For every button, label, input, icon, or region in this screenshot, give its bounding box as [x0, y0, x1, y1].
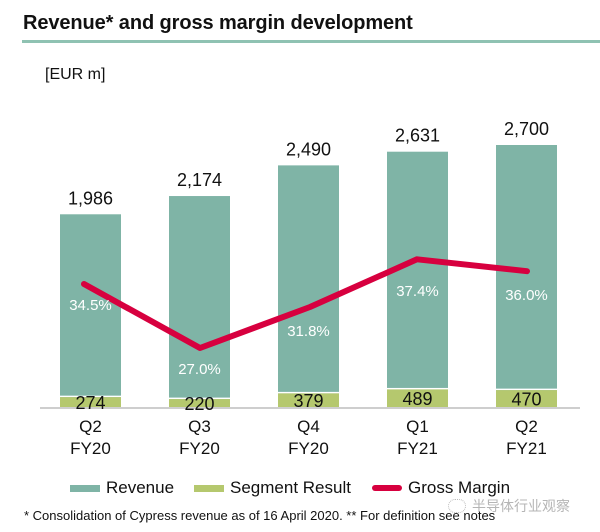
segment-result-value-label: 220: [184, 394, 214, 414]
revenue-value-label: 1,986: [68, 188, 113, 208]
legend-swatch-segment-result: [194, 484, 224, 492]
legend-label-segment-result: Segment Result: [230, 478, 351, 497]
footnote: * Consolidation of Cypress revenue as of…: [24, 508, 496, 523]
revenue-value-label: 2,490: [286, 139, 331, 159]
segment-result-value-label: 274: [75, 393, 105, 413]
revenue-value-label: 2,700: [504, 119, 549, 139]
x-tick-label: FY20: [179, 439, 220, 458]
x-tick-label: Q4: [297, 417, 320, 436]
watermark-text: 半导体行业观察: [472, 498, 570, 514]
legend-label-revenue: Revenue: [106, 478, 175, 497]
segment-result-value-label: 489: [402, 389, 432, 409]
legend-item-gross-margin: Gross Margin: [372, 478, 510, 498]
legend-label-gross-margin: Gross Margin: [408, 478, 511, 497]
gross-margin-value-label: 37.4%: [396, 283, 439, 300]
segment-result-bar: [169, 399, 230, 407]
x-tick-label: FY21: [506, 439, 547, 458]
labels-group: 1,986 274 Q2 FY20 2,174 220 Q3 FY20 2,490 379 Q4 FY…: [68, 119, 549, 458]
revenue-bar: [169, 196, 230, 407]
unit-label: [EUR m]: [45, 66, 106, 83]
legend-swatch-revenue: [70, 484, 100, 492]
revenue-bar: [60, 214, 121, 407]
x-tick-label: FY20: [70, 439, 111, 458]
gross-margin-value-label: 36.0%: [505, 287, 548, 304]
bar-separator: [60, 395, 121, 398]
bar-separator: [387, 387, 448, 390]
x-tick-label: Q1: [406, 417, 429, 436]
bar-separator: [169, 397, 230, 400]
legend: Revenue Segment Result Gross Margin: [0, 478, 600, 500]
x-tick-label: FY20: [288, 439, 329, 458]
revenue-value-label: 2,631: [395, 126, 440, 146]
gross-margin-value-label: 31.8%: [287, 323, 330, 340]
x-tick-label: FY21: [397, 439, 438, 458]
segment-result-value-label: 379: [293, 391, 323, 411]
segment-result-bar: [387, 389, 448, 407]
gross-margin-value-label: 34.5%: [69, 297, 112, 314]
x-tick-label: Q3: [188, 417, 211, 436]
x-tick-label: Q2: [515, 417, 538, 436]
segment-result-bar: [496, 390, 557, 407]
chart-title: Revenue* and gross margin development: [23, 12, 413, 34]
bar-separator: [278, 391, 339, 394]
legend-item-segment-result: Segment Result: [194, 478, 351, 498]
legend-item-revenue: Revenue: [70, 478, 174, 498]
bar-separator: [496, 388, 557, 391]
legend-swatch-gross-margin: [372, 485, 402, 491]
title-underline: [22, 40, 600, 43]
segment-result-bar: [60, 397, 121, 407]
wechat-icon: [448, 499, 466, 513]
revenue-bar: [278, 165, 339, 407]
watermark: 半导体行业观察: [448, 496, 570, 516]
segment-result-value-label: 470: [511, 390, 541, 410]
segment-result-bar: [278, 393, 339, 407]
x-tick-label: Q2: [79, 417, 102, 436]
gross-margin-value-label: 27.0%: [178, 361, 221, 378]
revenue-value-label: 2,174: [177, 170, 222, 190]
bars-group: [60, 145, 557, 407]
revenue-bar: [496, 145, 557, 407]
revenue-bar: [387, 151, 448, 407]
